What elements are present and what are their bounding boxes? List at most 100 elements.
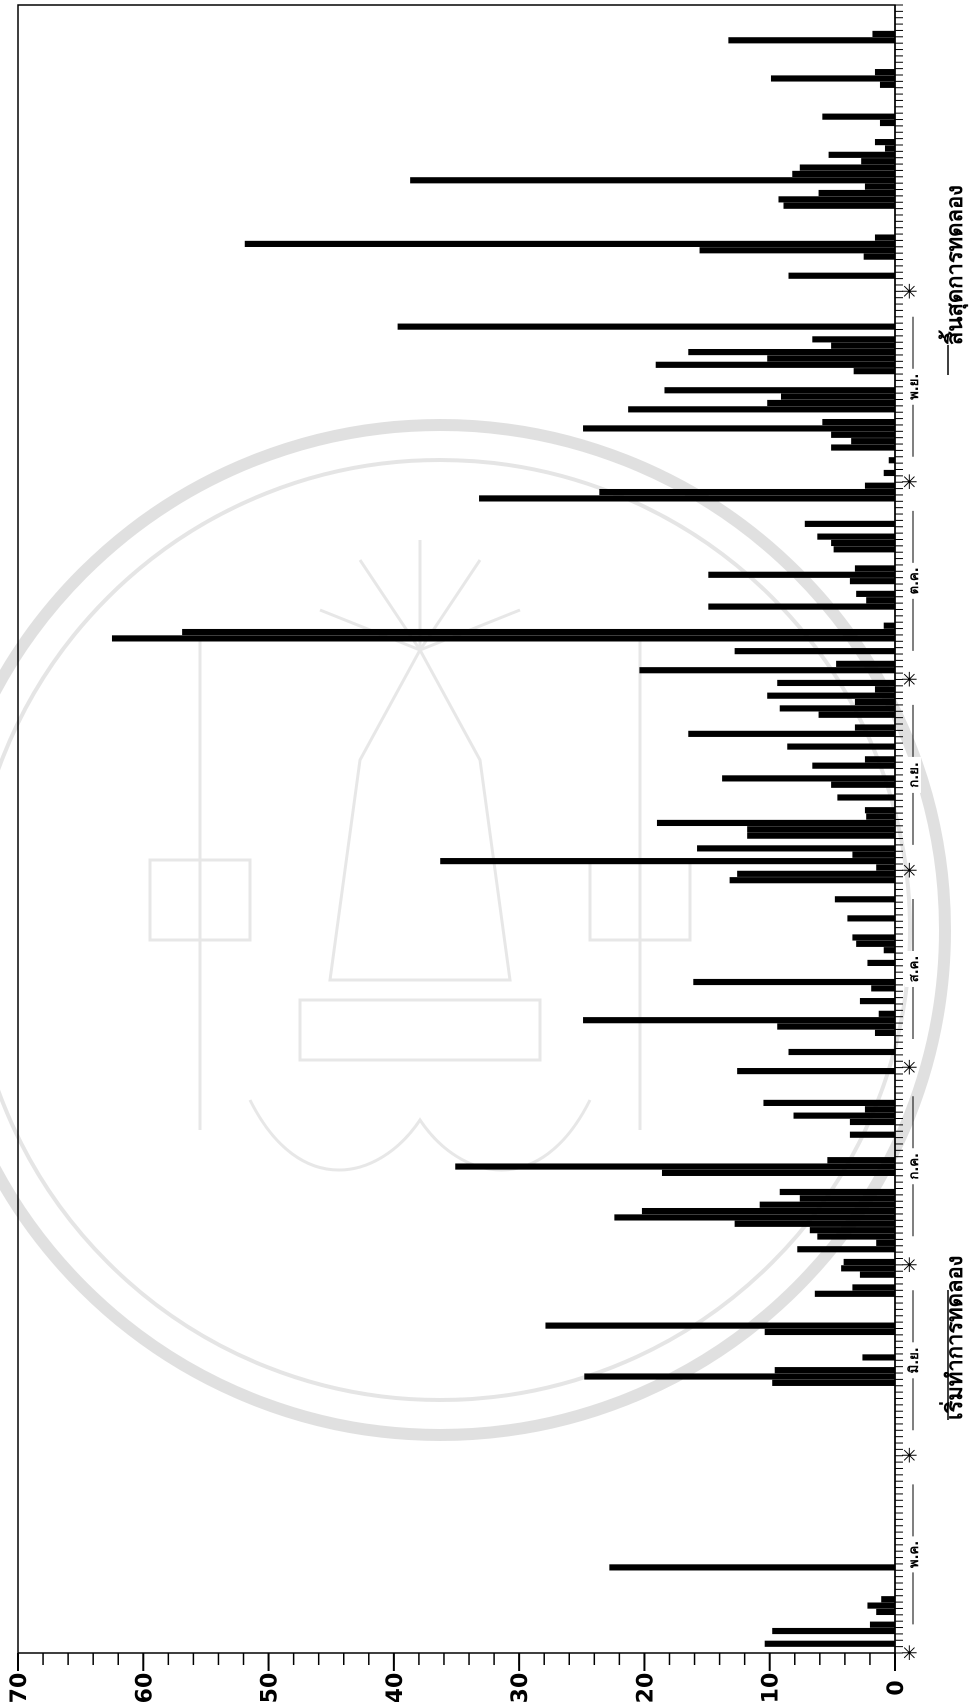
rain-bar [609,1564,895,1571]
rain-bar [814,1290,895,1297]
rain-bar [722,775,895,782]
rain-bar [770,75,895,82]
rain-bar [772,1627,895,1635]
rain-bar [763,1099,895,1106]
rain-bar [828,151,895,158]
rain-bar [747,832,895,839]
rain-bar [599,488,895,496]
rain-bar [849,578,895,585]
rain-bar [697,845,895,852]
rain-bar [852,1284,895,1291]
rain-bar [847,915,895,922]
rain-bar [827,1157,895,1164]
rain-bar [244,240,895,247]
month-boundary-marker: ✳ [901,279,918,303]
rain-bar [774,1367,895,1374]
rain-bar [479,495,895,502]
rain-bar [831,342,895,349]
rain-bar [728,37,895,44]
rain-bar [688,730,895,737]
end-annotation: สิ้นสุดการทดลอง [938,185,969,345]
rain-bar [853,368,895,375]
rain-bar [872,30,895,38]
rain-bar [864,756,895,763]
rain-bar [861,158,895,165]
rain-bar [788,272,895,279]
rain-bar [584,1373,895,1380]
rain-bar [780,393,895,400]
rain-bar [455,1163,895,1170]
rain-bar [817,533,895,540]
rain-bar [841,1265,895,1272]
rain-bar [869,1621,895,1628]
rain-bar [831,431,895,438]
rain-bar [767,692,895,699]
month-label: ก.ย. [907,762,922,787]
rain-bar [734,648,895,655]
value-tick-label: 60 [132,1673,157,1702]
rain-bar [836,660,895,667]
rain-bar [864,807,895,814]
month-label-bg [905,368,921,405]
rain-bar [818,189,895,197]
month-label: ก.ค. [907,1153,922,1179]
rain-bar [884,145,895,152]
university-seal-watermark [0,419,951,1441]
month-boundary-marker: ✳ [901,1056,918,1080]
rain-bar [859,998,895,1005]
rain-bar [767,355,895,362]
rain-bar [854,724,895,731]
rain-bar [859,1271,895,1278]
rain-bar [792,170,895,177]
rain-bar [834,896,895,903]
rain-bar [747,826,895,833]
rain-bar [111,635,895,642]
rain-bar [856,940,895,947]
value-tick-label: 40 [383,1673,408,1702]
rain-bar [879,81,895,88]
rain-bar [779,705,895,712]
rain-bar [851,438,895,445]
rain-bar [883,947,895,954]
rain-bar [876,1608,895,1616]
month-label-bg [905,1536,921,1573]
rain-bar [866,813,895,820]
rain-bar [699,247,895,254]
rain-bar [812,762,895,769]
value-tick-label: 0 [884,1680,909,1695]
month-boundary-marker: ✳ [901,667,918,691]
rain-bar [831,781,895,788]
rain-bar [876,1239,895,1246]
rain-bar [874,139,895,146]
rain-bar [831,539,895,547]
month-label-bg [905,1148,921,1185]
month-boundary-marker: ✳ [901,858,918,882]
start-annotation: เริ่มทำการทดลอง [938,1256,968,1420]
rain-bar [661,1169,895,1176]
rain-bar [583,425,895,432]
rain-bar [874,234,895,241]
rain-bar [864,1106,895,1113]
rain-bar [849,1131,895,1138]
rain-bar [837,794,895,801]
rain-bar [764,1640,895,1647]
rain-bar [793,1112,895,1119]
rain-bar [777,1023,895,1030]
rain-bar [809,1227,895,1234]
rain-bar [664,387,895,394]
month-label-bg [905,562,921,599]
rain-bar [876,864,895,871]
month-label: ต.ค. [907,567,922,594]
rain-bar [888,457,895,464]
rain-bar [856,590,895,597]
month-label: มิ.ย. [907,1347,922,1373]
month-boundary-marker: ✳ [901,470,918,494]
rain-bar [693,978,895,986]
rain-bar [883,622,895,629]
rain-bar [863,253,895,260]
bars [111,30,896,1647]
month-boundary-marker: ✳ [901,1253,918,1277]
rain-bar [410,177,895,184]
month-label: ส.ค. [907,956,922,983]
rain-bar [440,858,895,865]
